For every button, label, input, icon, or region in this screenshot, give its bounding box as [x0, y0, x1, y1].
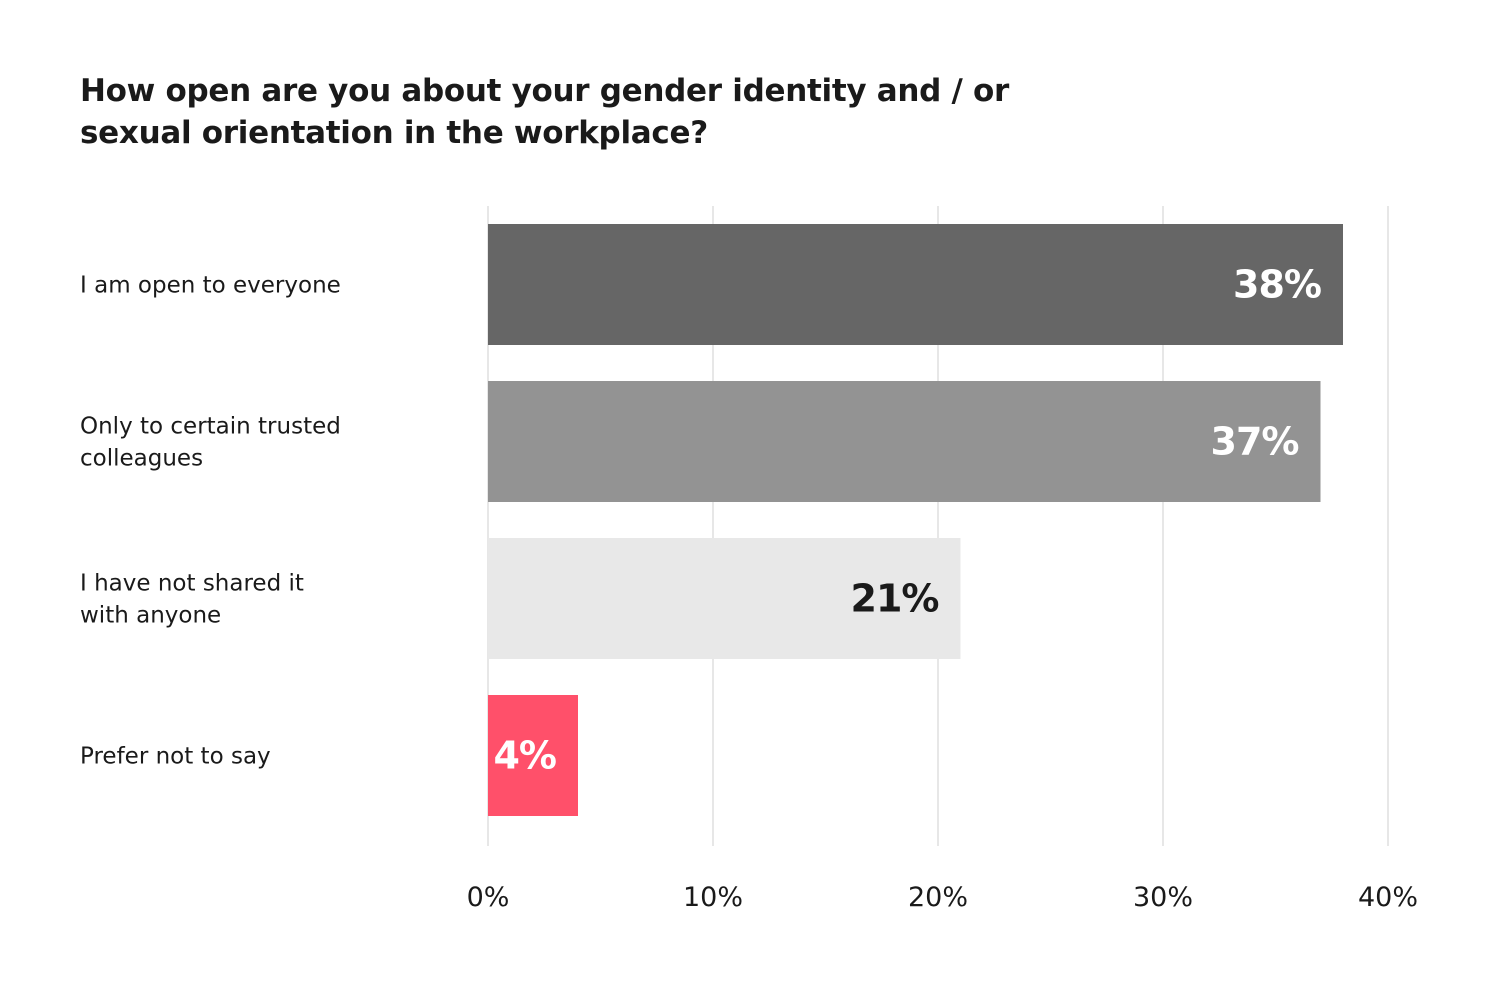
bars	[488, 224, 1343, 816]
category-labels: I am open to everyone Only to certain tru…	[80, 273, 341, 770]
bar	[488, 224, 1343, 345]
x-tick-label: 20%	[908, 882, 968, 913]
bar	[488, 381, 1321, 502]
category-label: I am open to everyone	[80, 273, 341, 299]
category-label: I have not shared it with anyone	[80, 571, 304, 629]
category-label: Only to certain trusted colleagues	[80, 414, 341, 472]
bar-value-label: 37%	[1211, 420, 1299, 464]
x-tick-label: 30%	[1133, 882, 1193, 913]
bar-value-label: 21%	[851, 577, 939, 621]
category-label: Prefer not to say	[80, 744, 271, 770]
bar	[488, 538, 961, 659]
x-tick-label: 40%	[1358, 882, 1418, 913]
value-labels: 38% 37% 21% 4%	[493, 263, 1322, 778]
x-tick-label: 10%	[683, 882, 743, 913]
x-axis-ticks: 0% 10% 20% 30% 40%	[467, 882, 1418, 913]
bar	[488, 695, 578, 816]
bar-value-label: 4%	[493, 734, 556, 778]
chart-title: How open are you about your gender ident…	[80, 73, 1010, 151]
bar-value-label: 38%	[1233, 263, 1321, 307]
x-tick-label: 0%	[467, 882, 510, 913]
